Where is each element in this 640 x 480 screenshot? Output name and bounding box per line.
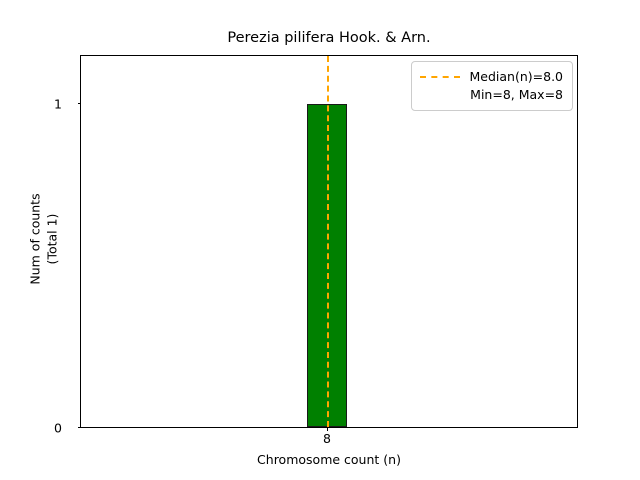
ytick-label-0: 0 bbox=[54, 420, 62, 436]
legend-item-median: Median(n)=8.0 bbox=[419, 68, 564, 85]
y-axis-label-line1: Num of counts bbox=[27, 193, 43, 285]
bars-layer bbox=[81, 56, 577, 427]
xtick-label-8: 8 bbox=[323, 431, 331, 446]
ytick-mark-0 bbox=[77, 426, 81, 428]
ytick-mark-1 bbox=[77, 103, 81, 105]
dashed-line-icon bbox=[419, 75, 460, 78]
y-axis-label: Num of counts (Total 1) bbox=[27, 53, 61, 426]
bar-8[interactable] bbox=[306, 104, 348, 427]
chart-title: Perezia pilifera Hook. & Arn. bbox=[227, 30, 431, 46]
median-line bbox=[327, 56, 330, 427]
legend: Median(n)=8.0 Min=8, Max=8 bbox=[411, 61, 573, 111]
xtick-mark-8 bbox=[327, 427, 329, 431]
xtick-labels: 8 bbox=[80, 432, 578, 452]
legend-label-minmax: Min=8, Max=8 bbox=[470, 86, 563, 102]
y-axis-label-line2: (Total 1) bbox=[44, 213, 60, 265]
ytick-label-1: 1 bbox=[54, 96, 62, 112]
plot-area bbox=[77, 55, 578, 431]
ytick-labels: 0 1 bbox=[0, 55, 72, 434]
legend-item-minmax: Min=8, Max=8 bbox=[421, 85, 563, 103]
legend-label-median: Median(n)=8.0 bbox=[469, 69, 564, 84]
x-axis-label: Chromosome count (n) bbox=[257, 452, 401, 467]
